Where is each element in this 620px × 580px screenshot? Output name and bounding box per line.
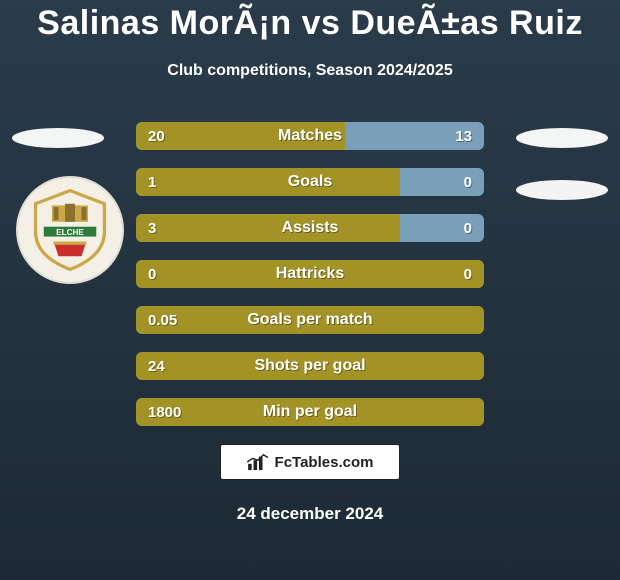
stat-label: Matches bbox=[136, 122, 484, 150]
team-shape-right-2 bbox=[516, 180, 608, 200]
stat-value-right bbox=[460, 398, 484, 426]
subtitle: Club competitions, Season 2024/2025 bbox=[0, 62, 620, 80]
stat-row: 24Shots per goal bbox=[136, 352, 484, 380]
team-shape-left bbox=[12, 128, 104, 148]
stat-label: Min per goal bbox=[136, 398, 484, 426]
stat-row: 3Assists0 bbox=[136, 214, 484, 242]
brand-badge: FcTables.com bbox=[220, 444, 400, 480]
stat-value-right: 0 bbox=[452, 214, 484, 242]
team-logo-left: ELCHE bbox=[16, 176, 124, 284]
stat-row: 1Goals0 bbox=[136, 168, 484, 196]
stat-label: Shots per goal bbox=[136, 352, 484, 380]
stat-value-right: 13 bbox=[443, 122, 484, 150]
stat-value-right bbox=[460, 306, 484, 334]
stat-bars: 20Matches131Goals03Assists00Hattricks00.… bbox=[136, 122, 484, 444]
stat-value-right: 0 bbox=[452, 168, 484, 196]
stat-row: 0.05Goals per match bbox=[136, 306, 484, 334]
stat-row: 0Hattricks0 bbox=[136, 260, 484, 288]
date-text: 24 december 2024 bbox=[0, 504, 620, 524]
stat-row: 20Matches13 bbox=[136, 122, 484, 150]
stat-value-right: 0 bbox=[452, 260, 484, 288]
stat-label: Goals bbox=[136, 168, 484, 196]
stat-label: Goals per match bbox=[136, 306, 484, 334]
brand-text: FcTables.com bbox=[275, 454, 374, 471]
team-shape-right-1 bbox=[516, 128, 608, 148]
stat-row: 1800Min per goal bbox=[136, 398, 484, 426]
crest-text: ELCHE bbox=[56, 228, 84, 237]
elche-crest-icon: ELCHE bbox=[29, 189, 111, 271]
chart-icon bbox=[247, 453, 269, 471]
stat-value-right bbox=[460, 352, 484, 380]
page-title: Salinas MorÃ¡n vs DueÃ±as Ruiz bbox=[0, 4, 620, 43]
stat-label: Hattricks bbox=[136, 260, 484, 288]
stat-label: Assists bbox=[136, 214, 484, 242]
